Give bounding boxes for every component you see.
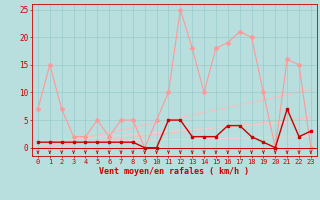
X-axis label: Vent moyen/en rafales ( km/h ): Vent moyen/en rafales ( km/h ) <box>100 167 249 176</box>
